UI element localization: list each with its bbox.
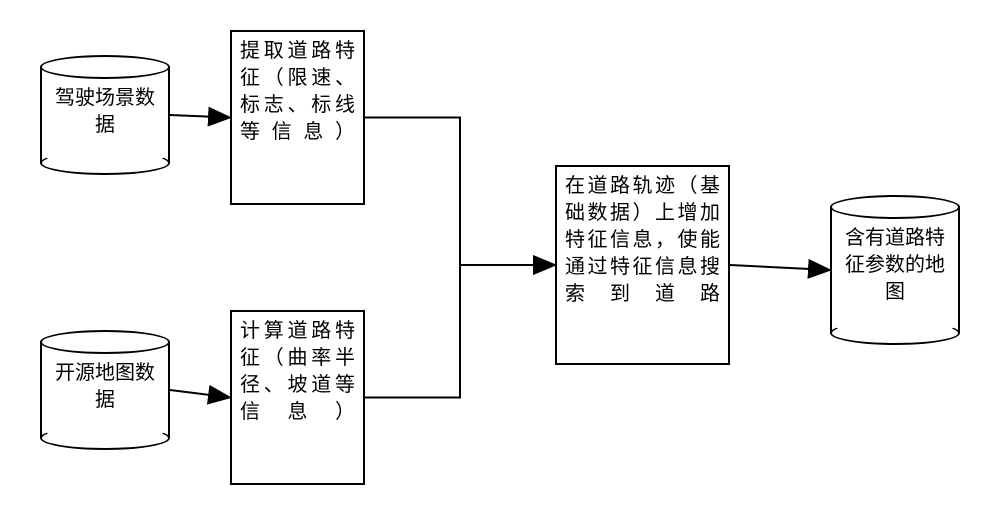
cylinder-cyl1: 驾驶场景数据	[40, 55, 170, 175]
arrow-cyl2-rect2	[170, 390, 230, 398]
arrow-rect2-rect3	[365, 265, 555, 398]
arrow-rect3-cyl3	[730, 265, 830, 270]
flowchart-canvas: 驾驶场景数据开源地图数据 提取道路特征（限速、标志、标线等信息） 计算道路特征（曲率…	[0, 0, 1000, 525]
process-rect3: 在道路轨迹（基础数据）上增加特征信息，使能通过特征信息搜索到道路	[555, 165, 730, 365]
arrow-cyl1-rect1	[170, 115, 230, 118]
arrow-rect1-rect3	[365, 118, 555, 266]
cylinder-label-cyl1: 驾驶场景数据	[40, 85, 170, 139]
process-rect1: 提取道路特征（限速、标志、标线等信息）	[230, 30, 365, 205]
cylinder-label-cyl3: 含有道路特征参数的地图	[830, 225, 960, 306]
cylinder-cyl2: 开源地图数据	[40, 330, 170, 450]
cylinder-cyl3: 含有道路特征参数的地图	[830, 195, 960, 345]
cylinder-label-cyl2: 开源地图数据	[40, 360, 170, 414]
process-rect2: 计算道路特征（曲率半径、坡道等信息）	[230, 310, 365, 485]
